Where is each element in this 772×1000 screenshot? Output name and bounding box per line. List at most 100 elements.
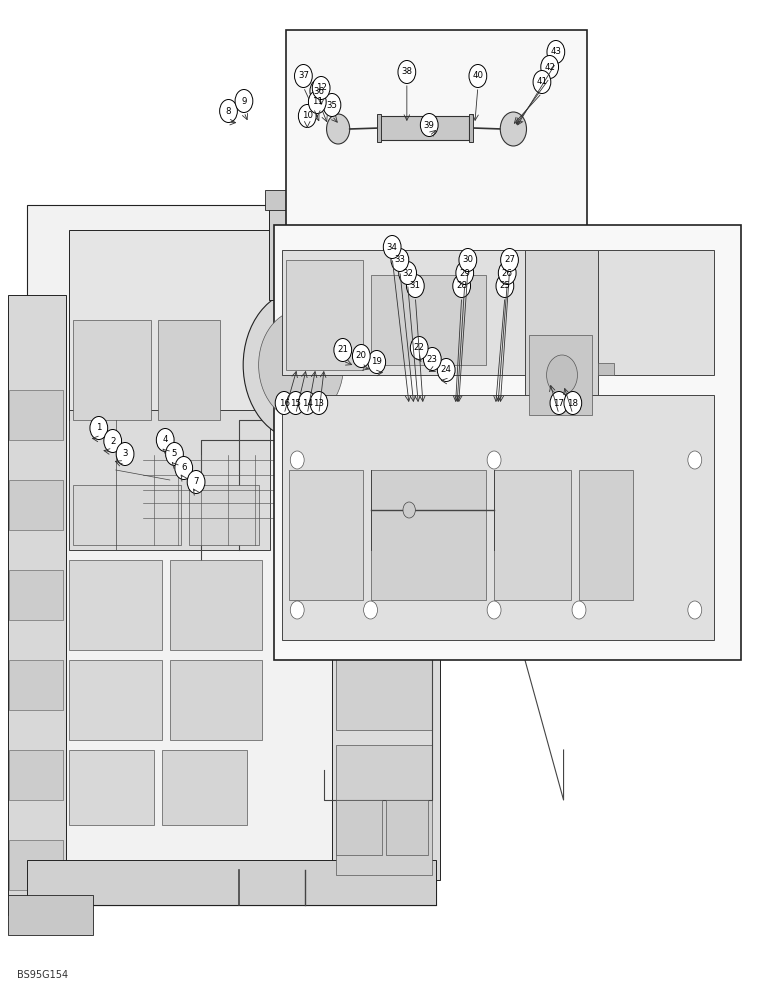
Text: 40: 40	[472, 72, 483, 81]
Circle shape	[391, 248, 409, 271]
Bar	[9, 660, 63, 710]
Bar	[377, 114, 381, 142]
Text: 25: 25	[499, 282, 510, 290]
Circle shape	[298, 104, 317, 127]
Bar	[336, 410, 432, 570]
Text: BS95G154: BS95G154	[17, 970, 68, 980]
Bar	[9, 750, 63, 800]
Bar	[73, 320, 151, 420]
Text: 41: 41	[537, 78, 547, 87]
Circle shape	[90, 416, 107, 440]
Bar	[469, 114, 473, 142]
Bar	[9, 570, 63, 620]
Circle shape	[572, 601, 586, 619]
Bar	[286, 260, 363, 370]
Text: 42: 42	[544, 62, 555, 72]
Bar	[69, 410, 270, 550]
Circle shape	[367, 351, 386, 373]
Circle shape	[334, 338, 351, 361]
Circle shape	[371, 480, 386, 500]
Text: 22: 22	[414, 344, 425, 353]
Bar	[189, 485, 259, 545]
Circle shape	[383, 235, 401, 258]
Bar	[265, 190, 303, 210]
Text: 43: 43	[550, 47, 561, 56]
Text: 24: 24	[441, 365, 452, 374]
Text: 6: 6	[181, 464, 187, 473]
Bar	[8, 895, 93, 935]
Circle shape	[364, 601, 378, 619]
Bar	[336, 745, 432, 875]
Text: 26: 26	[502, 268, 513, 277]
Text: 33: 33	[394, 255, 405, 264]
Circle shape	[327, 114, 350, 144]
Circle shape	[437, 359, 455, 381]
Bar	[386, 800, 428, 855]
Circle shape	[275, 391, 293, 414]
Circle shape	[487, 451, 501, 469]
Text: 3: 3	[122, 450, 128, 458]
Bar	[269, 205, 300, 300]
Text: 37: 37	[298, 72, 309, 81]
Circle shape	[174, 456, 192, 480]
Bar	[9, 390, 63, 440]
Bar	[371, 470, 486, 600]
Circle shape	[487, 601, 501, 619]
Bar	[162, 750, 247, 825]
Bar	[332, 400, 440, 880]
Circle shape	[420, 113, 438, 136]
Circle shape	[564, 391, 582, 414]
Bar	[8, 295, 66, 915]
Text: 30: 30	[462, 255, 473, 264]
Circle shape	[533, 70, 550, 94]
Bar	[525, 250, 598, 420]
Bar	[69, 660, 162, 740]
Text: 23: 23	[427, 355, 438, 363]
Circle shape	[156, 428, 174, 452]
Text: 17: 17	[554, 398, 564, 408]
Bar	[290, 470, 363, 600]
Text: 39: 39	[424, 120, 435, 129]
Bar	[69, 230, 347, 420]
Text: 29: 29	[459, 268, 470, 277]
Bar	[27, 860, 436, 905]
Circle shape	[235, 90, 252, 112]
Bar	[158, 320, 220, 420]
Bar	[336, 800, 382, 855]
Text: 34: 34	[387, 242, 398, 251]
Bar	[494, 470, 571, 600]
Text: 13: 13	[313, 398, 324, 408]
Circle shape	[187, 471, 205, 493]
Bar	[73, 485, 181, 545]
Text: 28: 28	[456, 282, 467, 290]
Bar	[69, 750, 154, 825]
Bar	[380, 116, 469, 140]
Bar	[579, 470, 633, 600]
Text: 10: 10	[302, 111, 313, 120]
Bar	[9, 480, 63, 530]
Text: 11: 11	[312, 98, 323, 106]
Circle shape	[688, 601, 702, 619]
Text: 18: 18	[567, 398, 578, 408]
Circle shape	[540, 55, 558, 79]
Bar	[371, 275, 486, 365]
Text: 9: 9	[242, 97, 246, 105]
Circle shape	[459, 248, 477, 271]
Circle shape	[298, 391, 317, 414]
Circle shape	[688, 451, 702, 469]
Text: 35: 35	[327, 101, 337, 109]
Circle shape	[499, 261, 516, 284]
Circle shape	[547, 40, 564, 64]
Circle shape	[392, 480, 408, 500]
Bar	[282, 395, 714, 640]
Text: 36: 36	[313, 87, 324, 96]
Text: 27: 27	[504, 255, 515, 264]
Circle shape	[550, 391, 567, 414]
Bar	[9, 840, 63, 890]
Circle shape	[323, 94, 340, 116]
Circle shape	[406, 274, 425, 298]
Circle shape	[295, 64, 312, 88]
Text: 16: 16	[279, 398, 290, 408]
Bar	[336, 580, 432, 730]
Circle shape	[259, 310, 344, 420]
